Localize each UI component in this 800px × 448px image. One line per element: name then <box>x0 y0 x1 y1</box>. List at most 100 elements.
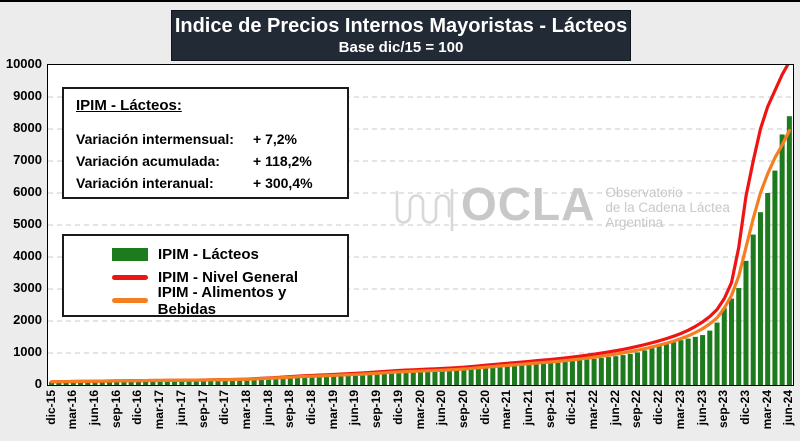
bar <box>569 361 575 385</box>
x-axis-label: dic-20 <box>477 390 492 425</box>
bar <box>92 381 98 385</box>
ocla-wordmark: OCLA <box>461 178 596 230</box>
ocla-tagline-line: Observatorio <box>605 185 683 200</box>
info-row-intermensual: Variación intermensual: + 7,2% <box>76 128 335 150</box>
bar <box>663 343 669 385</box>
bar <box>461 369 467 385</box>
bar <box>533 364 539 385</box>
legend-label: IPIM - Nivel General <box>158 269 299 286</box>
bar <box>721 308 727 385</box>
bar <box>425 371 431 385</box>
bar <box>99 380 105 385</box>
info-value: + 7,2% <box>253 131 297 147</box>
bar <box>736 288 742 385</box>
info-row-interanual: Variación interanual: + 300,4% <box>76 172 335 194</box>
bar <box>432 370 438 385</box>
bar <box>750 234 756 385</box>
bar <box>360 373 366 385</box>
bar <box>649 348 655 385</box>
x-axis-label: sep-19 <box>369 390 384 429</box>
x-axis-label: dic-15 <box>43 390 58 425</box>
ocla-tagline-line: de la Cadena Láctea <box>605 200 730 215</box>
x-axis-label: jun-18 <box>260 390 275 426</box>
bar <box>613 356 619 385</box>
y-axis-label: 3000 <box>13 280 42 295</box>
bar <box>295 376 301 385</box>
bar <box>200 379 207 385</box>
bar <box>772 170 778 385</box>
x-axis-label: mar-22 <box>586 390 601 430</box>
x-axis-label: mar-24 <box>759 390 774 430</box>
x-axis-label: jun-21 <box>520 390 535 426</box>
bar <box>150 380 156 385</box>
bar <box>121 380 127 385</box>
chart-plot-svg <box>48 65 793 385</box>
bar <box>280 376 286 385</box>
bar <box>266 377 272 385</box>
legend: IPIM - Lácteos IPIM - Nivel General IPIM… <box>62 234 349 318</box>
bar <box>273 377 279 385</box>
x-axis-label: dic-21 <box>564 390 579 425</box>
x-axis-label: mar-16 <box>65 390 80 430</box>
x-axis-label: jun-17 <box>173 390 188 426</box>
bar <box>186 379 192 385</box>
x-axis-label: dic-19 <box>390 390 405 425</box>
bar <box>468 368 474 385</box>
y-axis-label: 6000 <box>13 184 42 199</box>
bar <box>526 364 532 385</box>
bar <box>172 379 178 385</box>
bar <box>258 377 264 385</box>
legend-label: IPIM - Lácteos <box>158 246 259 263</box>
bar <box>779 134 785 385</box>
bar <box>229 378 235 385</box>
x-axis-label: jun-20 <box>434 390 449 426</box>
x-axis-label: mar-21 <box>499 390 514 430</box>
bar <box>135 380 141 385</box>
bar <box>56 381 62 385</box>
x-axis-label: sep-20 <box>455 390 470 429</box>
ocla-tagline: Observatorio de la Cadena Láctea Argenti… <box>605 185 730 230</box>
bar <box>302 376 308 385</box>
x-axis-label: sep-17 <box>195 390 210 429</box>
bar <box>584 359 590 385</box>
bar <box>627 353 633 385</box>
ocla-watermark: OCLA Observatorio de la Cadena Láctea Ar… <box>393 180 730 234</box>
x-axis-label: jun-19 <box>347 390 362 426</box>
y-axis-label: 2000 <box>13 312 42 327</box>
bar <box>309 375 315 385</box>
bar <box>475 368 481 385</box>
bar <box>634 352 640 385</box>
bar <box>193 379 199 385</box>
bar <box>381 372 387 385</box>
bar <box>352 374 358 385</box>
variation-info-box: IPIM - Lácteos: Variación intermensual: … <box>62 87 349 199</box>
info-box-title: IPIM - Lácteos: <box>76 97 182 114</box>
bar <box>757 212 763 385</box>
plot-area <box>47 64 794 386</box>
orange-line-swatch-icon <box>112 298 148 303</box>
bar <box>410 371 416 385</box>
bar <box>417 371 424 385</box>
bar <box>678 340 684 385</box>
y-axis-label: 10000 <box>5 56 42 71</box>
bar <box>367 373 373 385</box>
ocla-tagline-line: Argentina <box>605 215 664 230</box>
bar <box>685 338 691 385</box>
bar <box>396 372 402 385</box>
x-axis-label: mar-17 <box>152 390 167 430</box>
bar <box>700 335 706 385</box>
x-axis-label: dic-17 <box>217 390 232 425</box>
chart-title: Indice de Precios Internos Mayoristas - … <box>174 15 628 37</box>
info-value: + 118,2% <box>253 153 312 169</box>
bar <box>483 367 489 385</box>
bar <box>562 361 568 385</box>
bar <box>164 379 170 385</box>
y-axis-label: 1000 <box>13 344 42 359</box>
bar <box>729 298 735 385</box>
bar <box>215 379 221 385</box>
y-axis-label: 0 <box>34 376 42 391</box>
green-bar-swatch-icon <box>112 248 148 261</box>
x-axis-label: dic-18 <box>304 390 318 425</box>
y-axis-label: 5000 <box>13 216 42 231</box>
red-line-swatch-icon <box>112 275 148 280</box>
